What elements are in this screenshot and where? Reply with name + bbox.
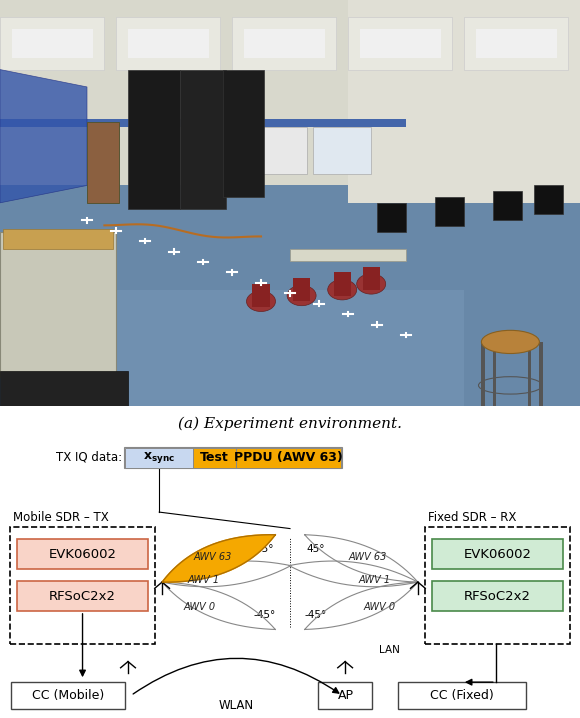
Text: -45°: -45° (304, 610, 327, 620)
Text: 45°: 45° (255, 544, 274, 554)
Ellipse shape (246, 292, 276, 312)
Text: AWV 1: AWV 1 (188, 575, 220, 585)
Bar (220, 128, 307, 174)
Bar (3, 229, 113, 249)
Bar (534, 185, 563, 215)
Bar (128, 29, 209, 58)
Bar (116, 17, 220, 70)
Text: WLAN: WLAN (219, 699, 254, 712)
Text: RFSoC2x2: RFSoC2x2 (464, 589, 531, 602)
Bar (493, 191, 522, 220)
Text: AWV 63: AWV 63 (193, 551, 232, 561)
Bar (0, 17, 104, 70)
Text: (a) Experiment environment.: (a) Experiment environment. (178, 416, 402, 431)
Text: CC (Fixed): CC (Fixed) (430, 689, 494, 702)
Ellipse shape (357, 274, 386, 294)
Bar (481, 342, 485, 406)
Text: -45°: -45° (253, 610, 276, 620)
Text: EVK06002: EVK06002 (49, 548, 117, 561)
Polygon shape (348, 0, 580, 203)
Bar (476, 29, 557, 58)
Bar (0, 118, 406, 128)
Bar (87, 121, 119, 203)
Bar (12, 29, 93, 58)
Bar (398, 682, 526, 709)
Bar (252, 284, 270, 307)
Bar (0, 232, 116, 377)
Text: AWV 63: AWV 63 (348, 551, 387, 561)
Polygon shape (0, 0, 580, 203)
Bar (362, 266, 380, 290)
Bar (464, 17, 568, 70)
Bar (432, 582, 563, 611)
Bar (17, 582, 148, 611)
Polygon shape (162, 535, 276, 582)
Bar (432, 539, 563, 569)
Bar (435, 197, 464, 226)
Text: Fixed SDR – RX: Fixed SDR – RX (427, 510, 516, 523)
Text: Mobile SDR – TX: Mobile SDR – TX (13, 510, 109, 523)
Bar (493, 342, 496, 406)
Text: TX IQ data:: TX IQ data: (56, 450, 122, 463)
Bar (539, 342, 543, 406)
Bar (348, 17, 452, 70)
Bar (232, 17, 336, 70)
Bar (334, 272, 351, 296)
Bar (244, 29, 325, 58)
Polygon shape (0, 185, 580, 406)
Text: LAN: LAN (379, 645, 400, 655)
Polygon shape (0, 70, 87, 203)
Bar (125, 448, 193, 467)
Bar (17, 539, 148, 569)
Text: AP: AP (338, 689, 353, 702)
Bar (0, 371, 128, 406)
Bar (128, 70, 180, 209)
Text: EVK06002: EVK06002 (463, 548, 531, 561)
Text: AWV 0: AWV 0 (363, 602, 395, 612)
Ellipse shape (287, 286, 316, 306)
Bar (528, 342, 531, 406)
Bar (193, 448, 236, 467)
Ellipse shape (328, 279, 357, 300)
Polygon shape (116, 290, 464, 406)
Bar (223, 70, 264, 197)
Text: $\mathbf{x}_{\mathbf{sync}}$: $\mathbf{x}_{\mathbf{sync}}$ (143, 450, 175, 465)
Bar (360, 29, 441, 58)
Bar (377, 203, 406, 232)
Bar (290, 249, 406, 261)
Text: AWV 1: AWV 1 (358, 575, 390, 585)
Text: Test: Test (200, 451, 229, 465)
Bar (318, 682, 372, 709)
Bar (293, 278, 310, 302)
Text: 45°: 45° (306, 544, 325, 554)
Text: RFSoC2x2: RFSoC2x2 (49, 589, 116, 602)
Bar (124, 447, 342, 468)
Text: CC (Mobile): CC (Mobile) (32, 689, 104, 702)
Bar (180, 70, 226, 209)
Ellipse shape (481, 330, 539, 353)
Bar (236, 448, 341, 467)
Bar (12, 682, 125, 709)
Text: PPDU (AWV 63): PPDU (AWV 63) (234, 451, 343, 465)
Bar (313, 128, 371, 174)
Text: AWV 0: AWV 0 (184, 602, 216, 612)
